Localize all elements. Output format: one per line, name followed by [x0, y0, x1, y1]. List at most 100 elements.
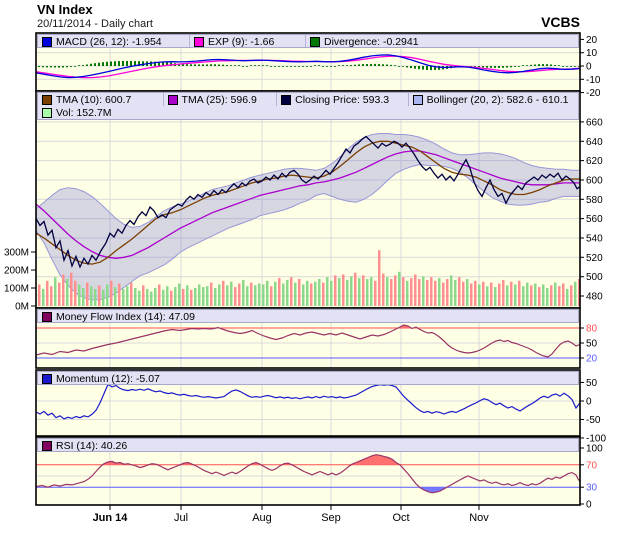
volume-bar: [394, 275, 397, 306]
divergence-bar: [518, 66, 520, 67]
volume-bar: [122, 288, 125, 306]
rsi-panel-border: [35, 436, 581, 506]
volume-bar: [202, 287, 205, 306]
divergence-bar: [314, 65, 316, 66]
volume-bar: [518, 280, 521, 306]
volume-bar: [574, 281, 577, 306]
divergence-bar: [338, 65, 340, 66]
legend-swatch: [310, 36, 320, 47]
mfi-panel-border: [35, 307, 581, 369]
volume-bar: [530, 285, 533, 306]
volume-bar: [46, 280, 49, 306]
divergence-bar: [482, 66, 484, 68]
volume-bar: [566, 288, 569, 306]
divergence-bar: [398, 66, 400, 67]
volume-bar: [338, 278, 341, 306]
divergence-bar: [346, 65, 348, 66]
volume-bar: [330, 280, 333, 306]
mfi-series-group: [36, 324, 580, 358]
volume-bar: [198, 284, 201, 306]
divergence-bar: [494, 66, 496, 68]
volume-bar: [98, 285, 101, 306]
divergence-histogram: [38, 61, 580, 71]
volume-bar: [462, 281, 465, 306]
volume-bar: [442, 282, 445, 306]
mfi-legend: Money Flow Index (14): 47.09: [37, 309, 579, 323]
volume-bar: [126, 286, 129, 306]
legend-swatch: [42, 94, 52, 105]
momentum-panel-border: [35, 369, 581, 437]
y-tick-label: 10: [586, 48, 598, 59]
volume-bar: [438, 278, 441, 306]
close-line: [36, 135, 580, 269]
volume-bar: [274, 281, 277, 306]
legend-label: TMA (25): 596.9: [181, 93, 257, 106]
legend-item-bollinger[interactable]: Bollinger (20, 2): 582.6 - 610.1: [409, 93, 578, 106]
volume-bar: [242, 279, 245, 306]
legend-item-macd[interactable]: MACD (26, 12): -1.954: [38, 35, 190, 47]
legend-label: Momentum (12): -5.07: [56, 372, 160, 385]
divergence-bar: [574, 66, 576, 67]
volume-bar: [50, 286, 53, 306]
divergence-bar: [322, 66, 324, 67]
divergence-bar: [62, 66, 64, 68]
legend-item-momentum[interactable]: Momentum (12): -5.07: [38, 372, 578, 385]
divergence-bar: [138, 61, 140, 66]
volume-bar: [510, 281, 513, 306]
divergence-bar: [38, 66, 40, 68]
divergence-bar: [522, 65, 524, 66]
volume-bar: [178, 283, 181, 306]
divergence-bar: [130, 61, 132, 66]
y-tick-label: 500: [586, 272, 603, 283]
volume-bars: [38, 250, 580, 306]
y-tick-label: 620: [586, 156, 603, 167]
divergence-bar: [194, 64, 196, 66]
volume-bar: [302, 284, 305, 306]
y-tick-label: 50: [586, 339, 598, 350]
legend-label: RSI (14): 40.26: [56, 439, 128, 452]
volume-bar: [282, 283, 285, 306]
volume-bar: [434, 280, 437, 306]
legend-item-tma[interactable]: TMA (10): 600.7: [38, 93, 164, 106]
volume-bar: [538, 287, 541, 306]
y-tick-label: 0: [586, 397, 592, 408]
y-tick-label: 30: [586, 483, 598, 494]
bollinger-band: [36, 133, 580, 300]
legend-row: Money Flow Index (14): 47.09: [38, 310, 578, 322]
divergence-bar: [426, 66, 428, 70]
legend-item-rsi[interactable]: RSI (14): 40.26: [38, 439, 578, 452]
volume-bar: [206, 286, 209, 306]
divergence-bar: [350, 65, 352, 66]
y-tick-label: 640: [586, 137, 603, 148]
volume-bar: [286, 279, 289, 306]
page-title: VN Index: [37, 2, 93, 17]
macd-line: [36, 54, 580, 79]
divergence-bar: [410, 66, 412, 69]
divergence-bar: [358, 64, 360, 66]
legend-item-tma[interactable]: TMA (25): 596.9: [164, 93, 278, 106]
legend-row: RSI (14): 40.26: [38, 439, 578, 452]
divergence-bar: [402, 66, 404, 67]
legend-item-exp[interactable]: EXP (9): -1.66: [190, 35, 306, 47]
volume-bar: [482, 281, 485, 306]
divergence-bar: [330, 66, 332, 67]
legend-item-closing[interactable]: Closing Price: 593.3: [277, 93, 409, 106]
legend-item-vol[interactable]: Vol: 152.7M: [38, 106, 578, 119]
volume-bar: [70, 272, 73, 306]
volume-bar: [326, 277, 329, 306]
volume-bar: [558, 286, 561, 306]
divergence-bar: [374, 63, 376, 66]
legend-item-divergence[interactable]: Divergence: -0.2941: [306, 35, 486, 47]
volume-bar: [430, 277, 433, 306]
volume-bar: [374, 280, 377, 306]
volume-tick-label: 100M: [4, 284, 29, 295]
legend-item-money[interactable]: Money Flow Index (14): 47.09: [38, 310, 578, 322]
rsi-series-group: [36, 454, 580, 494]
divergence-bar: [54, 66, 56, 68]
volume-bar: [78, 284, 81, 306]
divergence-bar: [242, 66, 244, 67]
divergence-bar: [418, 66, 420, 70]
legend-swatch: [42, 107, 52, 118]
